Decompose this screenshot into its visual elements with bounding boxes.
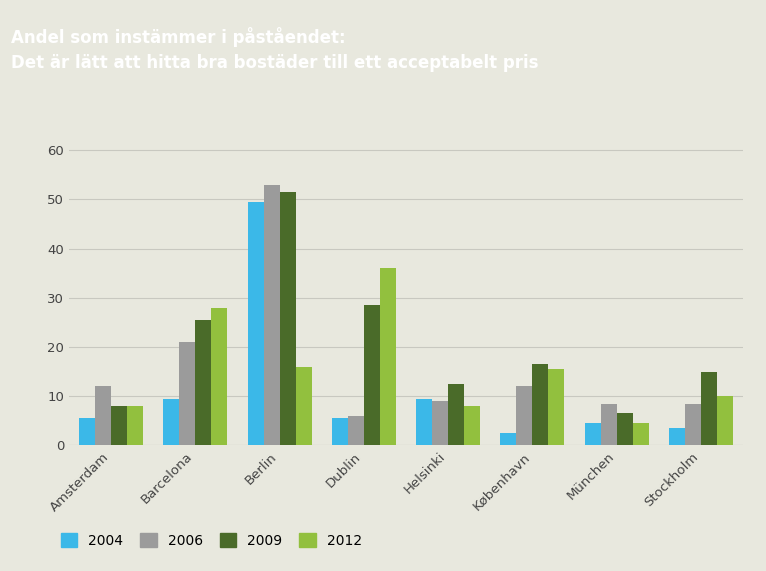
Bar xyxy=(163,399,179,445)
Bar xyxy=(701,372,717,445)
Bar xyxy=(448,384,464,445)
Bar xyxy=(280,192,296,445)
Bar xyxy=(633,423,649,445)
Bar xyxy=(669,428,685,445)
Bar xyxy=(247,202,264,445)
Bar xyxy=(416,399,432,445)
Bar xyxy=(584,423,601,445)
Bar xyxy=(432,401,448,445)
Bar xyxy=(195,320,211,445)
Bar xyxy=(500,433,516,445)
Bar xyxy=(179,342,195,445)
Bar xyxy=(111,406,127,445)
Bar xyxy=(601,404,617,445)
Legend: 2004, 2006, 2009, 2012: 2004, 2006, 2009, 2012 xyxy=(61,533,362,548)
Bar xyxy=(95,387,111,445)
Bar xyxy=(617,413,633,445)
Bar xyxy=(348,416,364,445)
Bar xyxy=(296,367,312,445)
Bar xyxy=(332,419,348,445)
Bar xyxy=(264,184,280,445)
Bar xyxy=(548,369,565,445)
Bar xyxy=(79,419,95,445)
Bar xyxy=(532,364,548,445)
Bar xyxy=(516,387,532,445)
Bar xyxy=(380,268,396,445)
Bar xyxy=(364,305,380,445)
Bar xyxy=(127,406,143,445)
Bar xyxy=(685,404,701,445)
Bar xyxy=(717,396,733,445)
Bar xyxy=(464,406,480,445)
Text: Andel som instämmer i påståendet:
Det är lätt att hitta bra bostäder till ett ac: Andel som instämmer i påståendet: Det är… xyxy=(11,27,539,72)
Bar xyxy=(211,308,228,445)
